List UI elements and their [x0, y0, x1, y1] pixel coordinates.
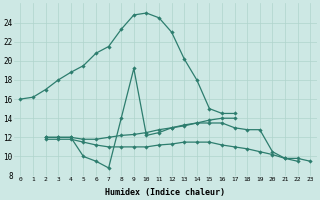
X-axis label: Humidex (Indice chaleur): Humidex (Indice chaleur): [105, 188, 225, 197]
